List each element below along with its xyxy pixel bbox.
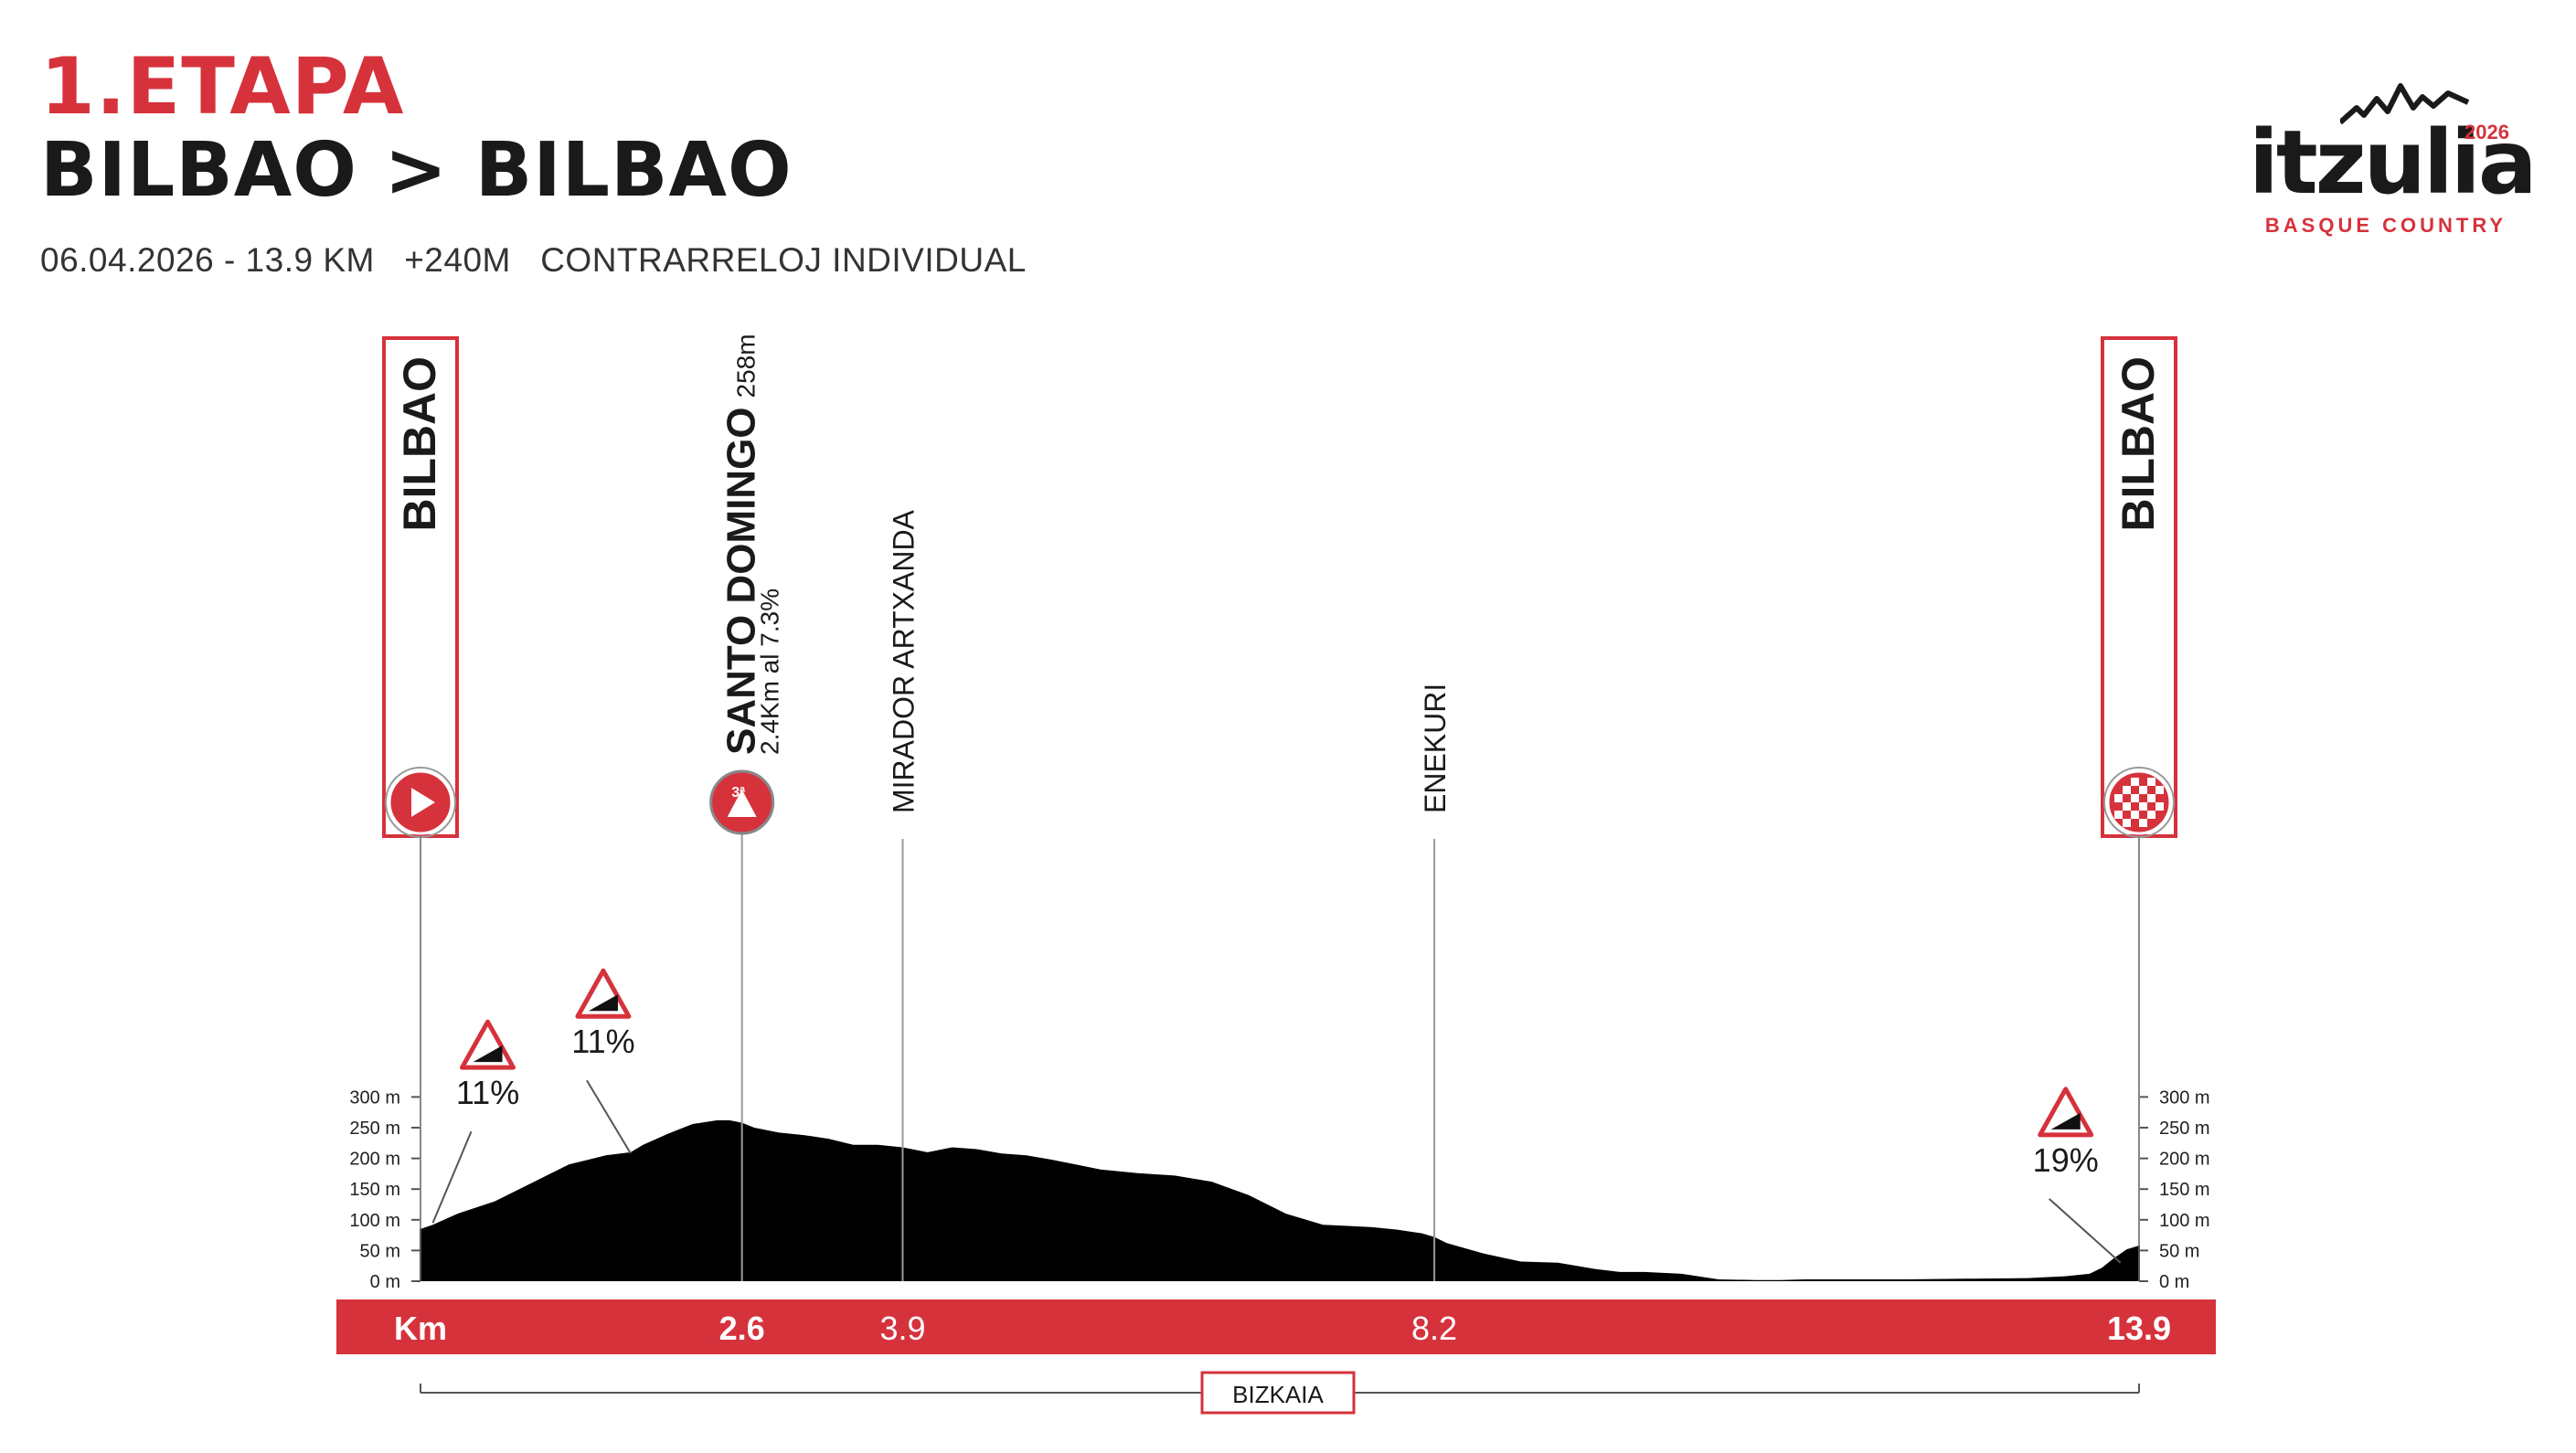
logo-year: 2026 xyxy=(2464,121,2509,143)
region-label: BIZKAIA xyxy=(1232,1381,1324,1408)
start-banner xyxy=(382,336,459,838)
climb-altitude: 258m xyxy=(732,334,761,398)
y-tick-label-right: 300 m xyxy=(2159,1087,2210,1108)
y-tick-label-left: 300 m xyxy=(349,1087,400,1108)
region-box xyxy=(1200,1371,1356,1415)
gradient-value: 19% xyxy=(2033,1141,2099,1179)
y-tick-label-left: 200 m xyxy=(349,1150,400,1170)
km-tick-label: 2.6 xyxy=(719,1310,765,1347)
checkered-square xyxy=(2131,811,2139,819)
start-town-label: BILBAO xyxy=(394,356,445,532)
y-tick-label-right: 50 m xyxy=(2159,1241,2199,1261)
climb-detail: 2.4Km al 7.3% xyxy=(756,589,784,755)
km-axis-label: Km xyxy=(394,1310,447,1347)
y-tick-label-right: 200 m xyxy=(2159,1150,2210,1170)
finish-town-label: BILBAO xyxy=(2113,356,2164,532)
km-tick-label: 8.2 xyxy=(1411,1310,1457,1347)
checkered-square xyxy=(2123,802,2131,811)
km-tick-label: 3.9 xyxy=(879,1310,925,1347)
y-tick-label-right: 150 m xyxy=(2159,1180,2210,1200)
checkered-square xyxy=(2114,794,2123,802)
y-tick-label-right: 250 m xyxy=(2159,1119,2210,1139)
checkered-square xyxy=(2139,819,2147,827)
gradient-leader-line xyxy=(586,1079,632,1154)
stage-route: BILBAO > BILBAO xyxy=(40,127,793,214)
km-bar xyxy=(336,1299,2216,1354)
checkered-square xyxy=(2123,819,2131,827)
y-tick-label-left: 100 m xyxy=(349,1211,400,1231)
waypoint-label: MIRADOR ARTXANDA xyxy=(887,509,920,813)
mountain-icon xyxy=(727,790,757,817)
climb-category: 3ª xyxy=(731,785,745,801)
mountain-logo-icon xyxy=(2340,83,2470,125)
checkered-flag-icon xyxy=(2114,778,2164,827)
waypoint-label: ENEKURI xyxy=(1419,684,1452,813)
stage-meta: 06.04.2026 - 13.9 KM +240M CONTRARRELOJ … xyxy=(40,241,1027,279)
gradient-value: 11% xyxy=(456,1074,519,1111)
gradient-slope-icon xyxy=(588,994,618,1012)
climb-label: SANTO DOMINGO 258m xyxy=(719,334,764,755)
checkered-square xyxy=(2131,778,2139,786)
elevation-profile-area xyxy=(420,1119,2139,1281)
y-tick-label-right: 0 m xyxy=(2159,1272,2189,1292)
checkered-square xyxy=(2123,786,2131,794)
checkered-square xyxy=(2131,794,2139,802)
logo-subtitle: BASQUE COUNTRY xyxy=(2264,214,2507,237)
checkered-square xyxy=(2139,786,2147,794)
y-tick-label-left: 0 m xyxy=(370,1272,400,1292)
gradient-leader-line xyxy=(2049,1198,2122,1264)
checkered-square xyxy=(2114,811,2123,819)
checkered-square xyxy=(2147,778,2156,786)
climb-name: SANTO DOMINGO xyxy=(719,407,764,755)
checkered-square xyxy=(2147,811,2156,819)
checkered-square xyxy=(2147,794,2156,802)
gradient-slope-icon xyxy=(2050,1112,2081,1130)
y-tick-label-right: 100 m xyxy=(2159,1211,2210,1231)
checkered-square xyxy=(2139,802,2147,811)
start-flag-icon xyxy=(411,788,435,817)
checkered-square xyxy=(2156,786,2164,794)
km-tick-label: 13.9 xyxy=(2107,1310,2171,1347)
checkered-square xyxy=(2156,802,2164,811)
gradient-value: 11% xyxy=(571,1023,634,1060)
y-tick-label-left: 150 m xyxy=(349,1180,400,1200)
gradient-slope-icon xyxy=(473,1045,503,1063)
itzulia-logo: itzulia 2026 BASQUE COUNTRY xyxy=(2249,80,2538,245)
finish-banner xyxy=(2101,336,2177,838)
gradient-leader-line xyxy=(431,1130,473,1224)
logo-wordmark: itzulia xyxy=(2249,111,2538,214)
y-tick-label-left: 50 m xyxy=(360,1241,400,1261)
y-tick-label-left: 250 m xyxy=(349,1119,400,1139)
stage-number: 1.ETAPA xyxy=(40,41,405,133)
